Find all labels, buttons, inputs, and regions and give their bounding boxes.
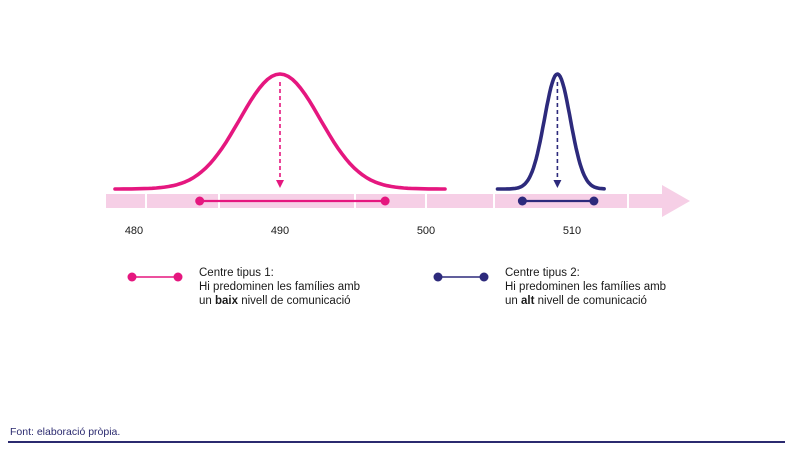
x-tick-label: 490 bbox=[271, 225, 289, 237]
legend-title: Centre tipus 2: bbox=[505, 267, 580, 279]
mean-arrow-head bbox=[553, 180, 562, 188]
source-note: Font: elaboració pròpia. bbox=[10, 426, 121, 438]
axis-arrow-head bbox=[662, 185, 690, 217]
axis-separator bbox=[145, 194, 147, 208]
legend-text: Hi predominen les famílies amb bbox=[505, 281, 667, 293]
legend-marker-type2 bbox=[433, 272, 489, 282]
axis-separator bbox=[627, 194, 629, 208]
x-tick-label: 500 bbox=[417, 225, 435, 237]
legend-marker-type1 bbox=[127, 272, 183, 282]
ranges bbox=[195, 196, 599, 206]
range-endpoint bbox=[517, 196, 527, 206]
legend-type1: Centre tipus 1: Hi predominen les famíli… bbox=[199, 266, 360, 308]
legend-title: Centre tipus 1: bbox=[199, 267, 274, 279]
curves bbox=[113, 72, 606, 191]
legend-text: un baix nivell de comunicació bbox=[199, 295, 351, 307]
mean-arrow-head bbox=[276, 180, 284, 188]
legend-text: un alt nivell de comunicació bbox=[505, 295, 647, 307]
legend-text: Hi predominen les famílies amb bbox=[199, 281, 361, 293]
range-endpoint bbox=[195, 196, 205, 206]
footer-rule bbox=[8, 441, 785, 443]
range-endpoint bbox=[380, 196, 390, 206]
legend-type2: Centre tipus 2: Hi predominen les famíli… bbox=[505, 266, 666, 308]
axis-separator bbox=[425, 194, 427, 208]
range-endpoint bbox=[589, 196, 599, 206]
axis-separator bbox=[493, 194, 495, 208]
x-tick-label: 510 bbox=[563, 225, 581, 237]
distribution-curve bbox=[495, 72, 606, 191]
tick-labels: 480 490 500 510 bbox=[125, 225, 581, 237]
distribution-curve bbox=[113, 72, 447, 191]
x-tick-label: 480 bbox=[125, 225, 143, 237]
